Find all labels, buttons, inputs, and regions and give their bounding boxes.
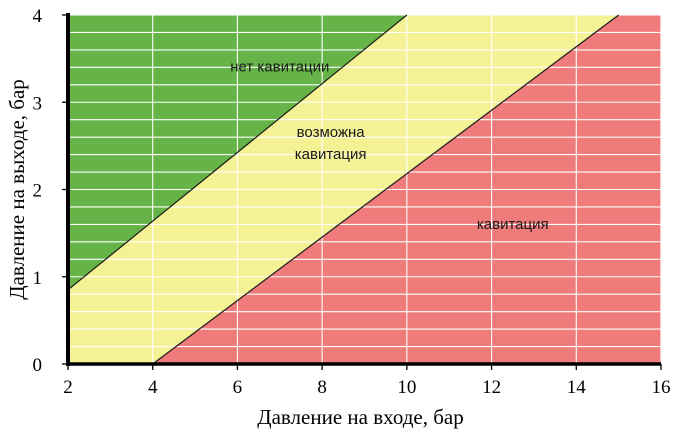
x-axis-title: Давление на входе, бар [257, 405, 463, 429]
x-tick-label: 14 [567, 377, 587, 398]
y-tick-label: 2 [33, 181, 43, 202]
boundary-line-upper [67, 14, 408, 291]
boundary-line-lower [152, 14, 620, 365]
x-tick-label: 8 [317, 377, 327, 398]
region-label-no-cavitation: нет кавитации [230, 59, 329, 76]
x-tick-label: 2 [63, 377, 73, 398]
y-tick-label: 0 [33, 355, 43, 376]
x-tick-label: 16 [652, 377, 671, 398]
y-tick-label: 4 [33, 6, 43, 27]
region-label-cavitation: кавитация [477, 216, 549, 233]
y-tick-label: 1 [33, 268, 43, 289]
x-tick-label: 10 [397, 377, 416, 398]
y-tick-label: 3 [33, 93, 43, 114]
region-label-possible-cavitation: возможна кавитация [295, 124, 367, 163]
y-axis-title: Давление на выходе, бар [5, 79, 29, 300]
plot-area [62, 13, 662, 370]
x-tick-label: 4 [148, 377, 158, 398]
x-tick-label: 12 [482, 377, 501, 398]
x-tick-label: 6 [233, 377, 243, 398]
